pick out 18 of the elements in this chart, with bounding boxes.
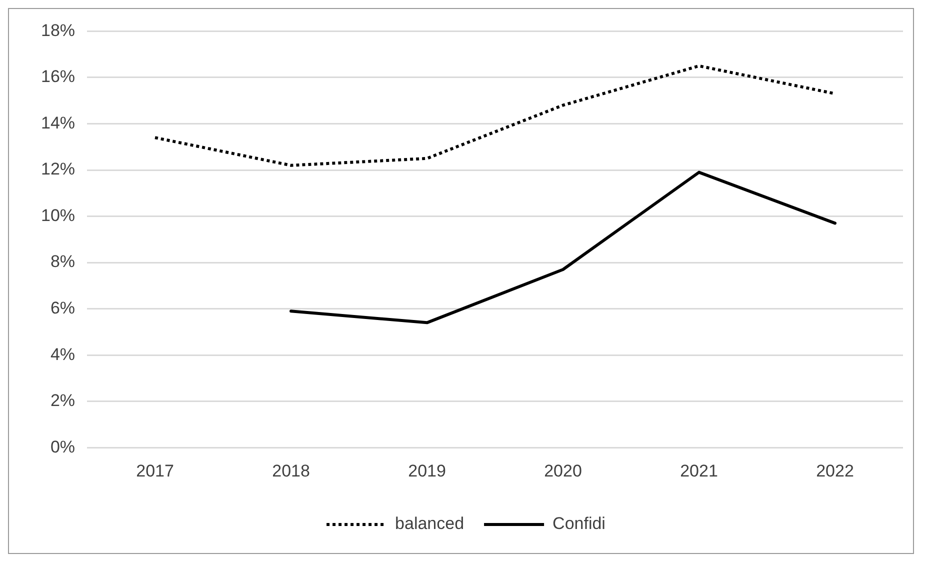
y-tick-label: 16% [40,67,76,86]
y-tick-label: 2% [50,391,76,410]
y-tick-label: 4% [50,344,76,364]
y-tick-label: 6% [50,298,76,318]
y-tick-label: 12% [40,160,76,179]
x-tick-label: 2017 [136,461,174,480]
y-tick-label: 14% [40,113,76,132]
y-tick-label: 10% [40,206,76,225]
y-tick-label: 18% [40,20,76,40]
x-tick-label: 2021 [680,461,718,480]
legend-label: balanced [395,514,464,534]
x-tick-label: 2020 [544,461,582,480]
x-tick-label: 2019 [408,461,446,480]
x-tick-label: 2018 [272,461,310,480]
y-tick-label: 0% [50,437,76,456]
legend-label: Confidi [552,514,606,534]
y-tick-label: 8% [50,252,76,272]
x-tick-label: 2022 [816,461,854,480]
